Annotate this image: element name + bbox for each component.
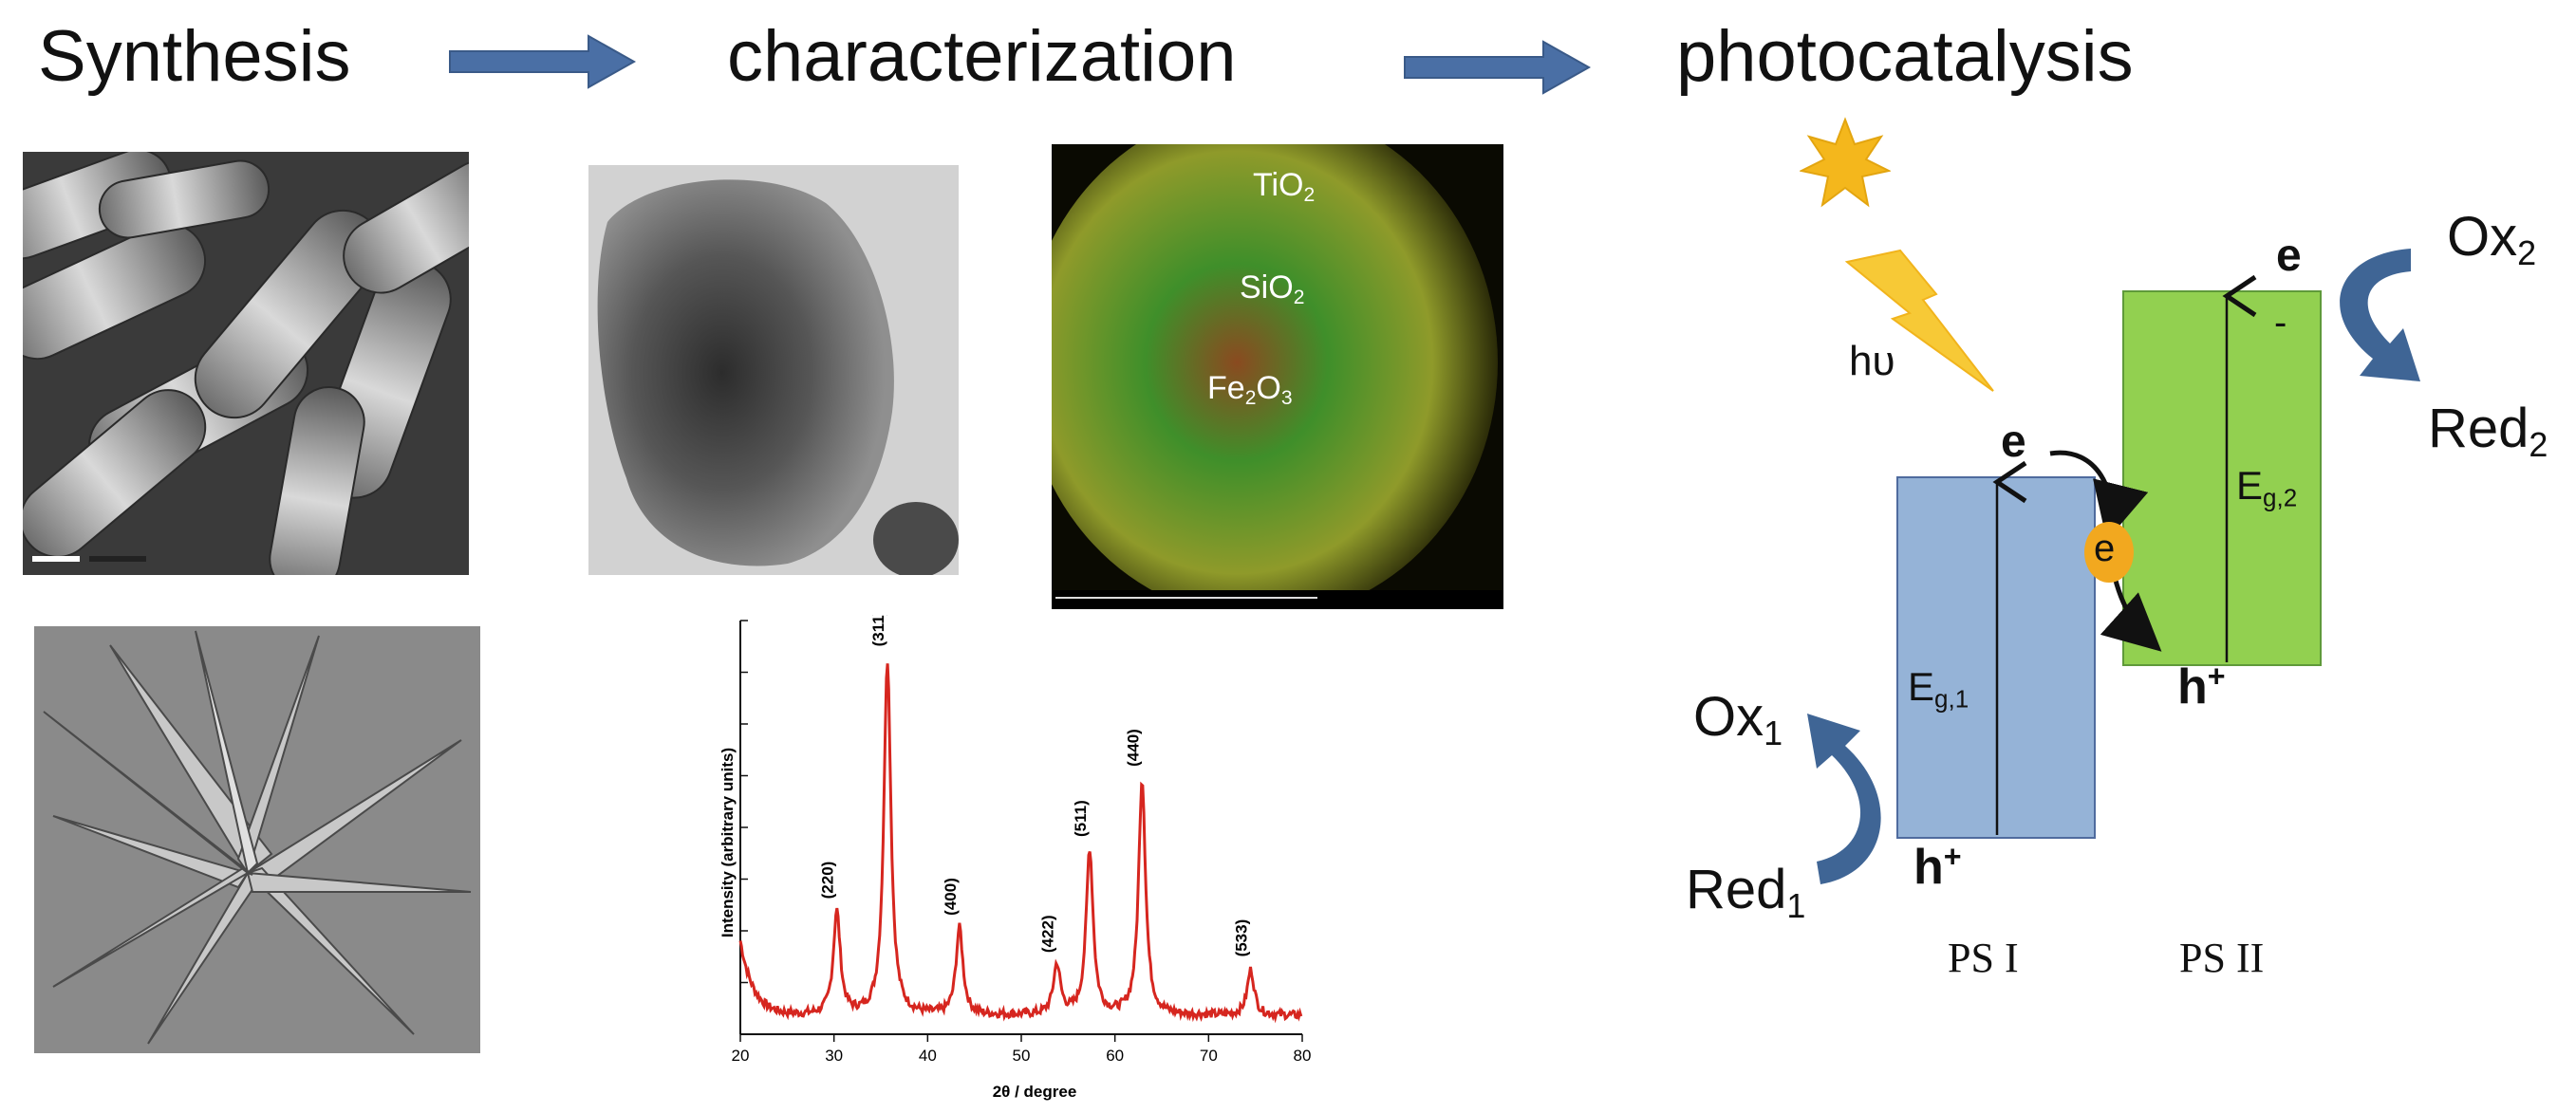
xrd-peak-label: (533)	[1233, 919, 1251, 957]
ps2-label: PS II	[2179, 935, 2265, 981]
xrd-peak-label: (422)	[1038, 915, 1056, 953]
flow-arrow-1	[449, 34, 637, 89]
sem-star-image	[34, 626, 480, 1053]
map-label-fe2o3: Fe2O3	[1207, 370, 1293, 409]
eg2-label: Eg,2	[2236, 463, 2298, 512]
xrd-peak-label: (311)	[869, 615, 887, 646]
sem-rods-image	[23, 152, 469, 575]
xrd-xtick-label: 70	[1200, 1047, 1218, 1065]
xrd-xlabel: 2θ / degree	[993, 1083, 1077, 1101]
xrd-peak-label: (511)	[1072, 800, 1090, 837]
flow-arrow-2	[1404, 40, 1592, 95]
tem-particle-image	[588, 165, 959, 575]
eg1-label: Eg,1	[1908, 664, 1969, 714]
xrd-xtick-label: 60	[1106, 1047, 1124, 1065]
heading-photocatalysis: photocatalysis	[1676, 16, 2134, 97]
ox1-label: Ox1	[1693, 686, 1783, 753]
transfer-e-label: e	[2094, 528, 2116, 569]
red2-label: Red2	[2428, 398, 2548, 465]
xrd-ylabel: Intensity (arbitrary units)	[719, 748, 737, 937]
ps2-hole-label: h+	[2177, 659, 2226, 714]
xrd-peak-label: (400)	[942, 878, 960, 916]
ps1-label: PS I	[1948, 935, 2019, 981]
xrd-xtick-label: 40	[919, 1047, 937, 1065]
xrd-peak-label: (220)	[819, 862, 837, 900]
ps2-e-label: e	[2276, 231, 2302, 281]
xrd-xtick-label: 20	[732, 1047, 750, 1065]
elemental-map-image: TiO2 SiO2 Fe2O3	[1052, 144, 1503, 609]
xrd-peak-label: (440)	[1124, 729, 1142, 767]
ps1-hole-label: h+	[1913, 839, 1962, 895]
heading-characterization: characterization	[727, 16, 1237, 97]
xrd-xtick-label: 30	[825, 1047, 843, 1065]
map-label-sio2: SiO2	[1240, 269, 1305, 308]
ps2-minus-label: -	[2274, 302, 2287, 343]
map-label-tio2: TiO2	[1253, 167, 1316, 206]
xrd-chart: (220) (311) (400) (422) (511) (440) (533) 20 30…	[683, 610, 1329, 1108]
xrd-series-line	[738, 663, 1303, 1024]
hv-label: hυ	[1849, 338, 1895, 384]
ps1-e-label: e	[2001, 417, 2026, 467]
xrd-xtick-label: 50	[1013, 1047, 1031, 1065]
xrd-plot: (220) (311) (400) (422) (511) (440) (533) 20 30…	[719, 610, 1312, 1101]
ps1-band	[1896, 476, 2096, 839]
redox-arrow-ox2-red2	[2340, 249, 2420, 381]
red1-label: Red1	[1686, 859, 1806, 926]
xrd-xtick-label: 80	[1294, 1047, 1312, 1065]
sun-icon	[1800, 117, 1891, 208]
redox-arrow-red1-ox1	[1807, 714, 1881, 884]
heading-synthesis: Synthesis	[38, 16, 351, 97]
ox2-label: Ox2	[2447, 206, 2537, 273]
lightning-icon	[1844, 249, 1994, 392]
